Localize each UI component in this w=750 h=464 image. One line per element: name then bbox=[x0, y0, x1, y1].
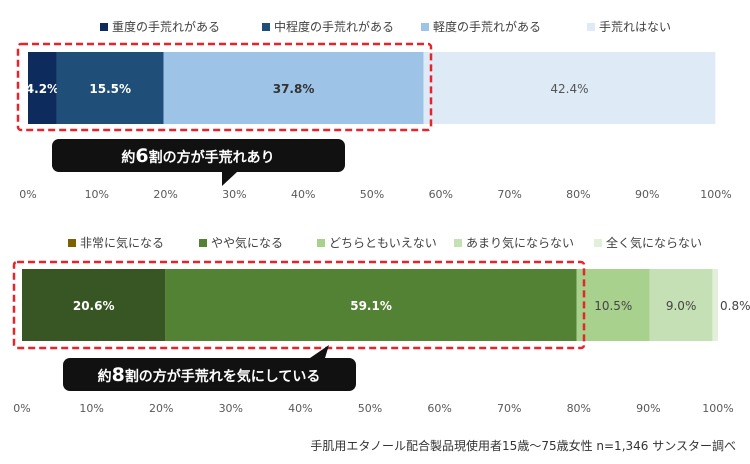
x-tick-label-1-10: 100% bbox=[702, 402, 733, 415]
x-tick-label-1-0: 0% bbox=[13, 402, 30, 415]
x-tick-label-1-8: 80% bbox=[567, 402, 591, 415]
bar-segment-0-2 bbox=[163, 52, 424, 124]
callout-number-0: 6 bbox=[135, 145, 148, 167]
bar-value-label-0-1: 15.5% bbox=[89, 82, 131, 96]
legend-label-0-1: 中程度の手荒れがある bbox=[274, 19, 394, 34]
callout-tail-0 bbox=[222, 172, 237, 186]
bar-value-label-1-1: 59.1% bbox=[350, 299, 392, 313]
callout-text-0: 約6割の方が手荒れあり bbox=[121, 145, 274, 167]
legend-label-0-3: 手荒れはない bbox=[599, 20, 671, 34]
bar-segment-0-0 bbox=[28, 52, 57, 124]
bar-segment-0-3 bbox=[423, 52, 716, 124]
callout-prefix-1: 約 bbox=[98, 368, 112, 385]
x-tick-label-1-7: 70% bbox=[497, 402, 521, 415]
survey-footnote: 手肌用エタノール配合製品現使用者15歳〜75歳女性 n=1,346 サンスター調… bbox=[310, 439, 736, 453]
x-tick-label-0-6: 60% bbox=[429, 188, 453, 201]
callout-suffix-1: 割の方が手荒れを気にしている bbox=[125, 368, 321, 385]
legend-swatch-1-3 bbox=[454, 239, 462, 247]
callout-number-1: 8 bbox=[112, 364, 125, 386]
x-tick-label-1-4: 40% bbox=[288, 402, 312, 415]
callout-suffix-0: 割の方が手荒れあり bbox=[149, 149, 275, 166]
x-tick-label-0-3: 30% bbox=[222, 188, 246, 201]
bar-segment-1-2 bbox=[576, 269, 650, 341]
callout-text-1: 約8割の方が手荒れを気にしている bbox=[98, 364, 321, 386]
x-tick-label-0-7: 70% bbox=[497, 188, 521, 201]
legend-label-0-0: 重度の手荒れがある bbox=[112, 19, 220, 34]
bar-value-label-1-3: 9.0% bbox=[666, 299, 697, 313]
highlight-box-0 bbox=[16, 42, 433, 132]
legend-label-1-0: 非常に気になる bbox=[80, 235, 164, 250]
bar-value-label-1-2: 10.5% bbox=[594, 299, 632, 313]
x-tick-label-0-10: 100% bbox=[700, 188, 731, 201]
legend-label-1-1: やや気になる bbox=[211, 235, 283, 250]
legend-swatch-1-1 bbox=[199, 239, 207, 247]
legend-label-1-4: 全く気にならない bbox=[606, 235, 702, 250]
highlight-box-1 bbox=[12, 260, 586, 350]
x-tick-label-1-9: 90% bbox=[636, 402, 660, 415]
bar-segment-0-1 bbox=[56, 52, 164, 124]
bar-value-label-0-2: 37.8% bbox=[273, 82, 315, 96]
legend-label-1-3: あまり気にならない bbox=[466, 235, 574, 250]
bar-segment-1-3 bbox=[649, 269, 713, 341]
legend-swatch-1-4 bbox=[594, 239, 602, 247]
x-tick-label-1-3: 30% bbox=[219, 402, 243, 415]
x-tick-label-0-5: 50% bbox=[360, 188, 384, 201]
callout-bubble-1 bbox=[63, 358, 356, 391]
legend-swatch-0-3 bbox=[587, 23, 595, 31]
legend-label-1-2: どちらともいえない bbox=[329, 236, 437, 250]
bar-value-label-0-3: 42.4% bbox=[550, 82, 588, 96]
legend-label-0-2: 軽度の手荒れがある bbox=[433, 19, 541, 34]
bar-segment-1-1 bbox=[165, 269, 577, 341]
callout-prefix-0: 約 bbox=[121, 149, 135, 166]
x-tick-label-1-1: 10% bbox=[79, 402, 103, 415]
bar-value-label-1-0: 20.6% bbox=[73, 299, 115, 313]
callout-bubble-0 bbox=[52, 139, 345, 172]
legend-swatch-0-0 bbox=[100, 23, 108, 31]
x-tick-label-1-2: 20% bbox=[149, 402, 173, 415]
bar-segment-1-0 bbox=[22, 269, 166, 341]
x-tick-label-1-6: 60% bbox=[427, 402, 451, 415]
x-tick-label-0-4: 40% bbox=[291, 188, 315, 201]
x-tick-label-0-9: 90% bbox=[635, 188, 659, 201]
x-tick-label-1-5: 50% bbox=[358, 402, 382, 415]
callout-tail-1 bbox=[310, 345, 329, 358]
bar-segment-1-4 bbox=[712, 269, 718, 341]
legend-swatch-0-2 bbox=[421, 23, 429, 31]
bar-value-label-0-0: 4.2% bbox=[26, 82, 59, 96]
x-tick-label-0-0: 0% bbox=[19, 188, 36, 201]
x-tick-label-0-2: 20% bbox=[153, 188, 177, 201]
legend-swatch-1-2 bbox=[317, 239, 325, 247]
legend-swatch-1-0 bbox=[68, 239, 76, 247]
legend-swatch-0-1 bbox=[262, 23, 270, 31]
x-tick-label-0-1: 10% bbox=[85, 188, 109, 201]
x-tick-label-0-8: 80% bbox=[566, 188, 590, 201]
bar-value-label-1-4: 0.8% bbox=[720, 299, 750, 313]
